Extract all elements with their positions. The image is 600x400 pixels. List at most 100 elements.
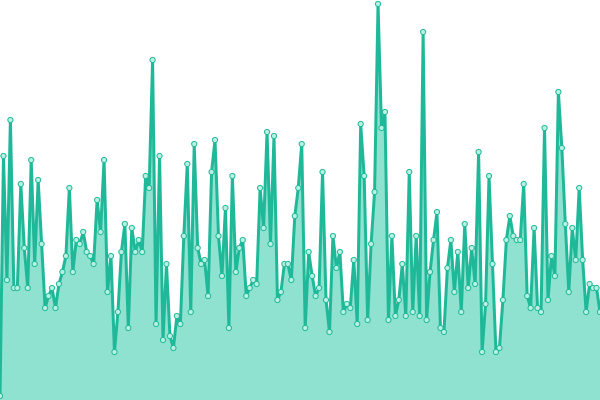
point — [132, 248, 139, 256]
point — [191, 140, 198, 148]
point — [413, 232, 420, 240]
point — [406, 168, 413, 176]
point — [55, 280, 63, 288]
point — [329, 232, 337, 240]
point — [548, 252, 555, 260]
point — [208, 168, 215, 176]
point — [69, 268, 76, 276]
point — [326, 328, 333, 336]
point — [298, 140, 305, 148]
point — [430, 236, 437, 244]
point — [159, 336, 167, 344]
point — [395, 296, 402, 304]
point — [243, 292, 250, 300]
point — [21, 244, 28, 252]
point — [187, 308, 194, 316]
point — [315, 284, 323, 292]
point — [347, 304, 354, 312]
point — [579, 256, 586, 264]
point — [87, 252, 94, 260]
point — [544, 296, 552, 304]
point — [90, 260, 97, 268]
point — [128, 224, 135, 232]
point — [184, 160, 191, 168]
point — [14, 284, 21, 292]
point — [198, 260, 205, 268]
point — [322, 296, 330, 304]
point — [385, 316, 392, 324]
point — [541, 124, 548, 132]
point — [295, 184, 302, 192]
point — [593, 284, 600, 292]
point — [225, 324, 233, 332]
point — [426, 268, 434, 276]
point — [83, 248, 90, 256]
point — [274, 296, 281, 304]
point — [111, 348, 118, 356]
point — [388, 232, 396, 240]
point — [319, 168, 326, 176]
point — [62, 252, 69, 260]
point — [527, 304, 534, 312]
point — [170, 344, 177, 352]
point — [492, 348, 500, 356]
point — [142, 172, 149, 180]
point — [423, 316, 430, 324]
point — [336, 248, 343, 256]
point — [211, 136, 219, 144]
point — [537, 308, 545, 316]
point — [73, 236, 80, 244]
point — [146, 184, 153, 192]
point — [572, 256, 579, 264]
point — [381, 108, 389, 116]
point — [201, 256, 208, 264]
point — [118, 248, 125, 256]
point — [194, 244, 201, 252]
point — [80, 228, 87, 236]
point — [288, 276, 295, 284]
point — [465, 284, 472, 292]
point — [100, 156, 108, 164]
point — [433, 208, 441, 216]
point — [361, 172, 368, 180]
point — [31, 260, 38, 268]
point — [97, 228, 104, 236]
point — [340, 308, 347, 316]
point — [309, 272, 316, 280]
point — [576, 184, 583, 192]
point — [305, 248, 312, 256]
point — [35, 176, 42, 184]
point — [38, 240, 45, 248]
point — [503, 236, 510, 244]
point — [583, 308, 590, 316]
point — [506, 212, 513, 220]
point — [569, 224, 576, 232]
point — [104, 288, 111, 296]
point — [0, 392, 4, 400]
point — [524, 292, 531, 300]
point — [236, 244, 243, 252]
point — [333, 264, 340, 272]
point — [531, 224, 538, 232]
point — [489, 260, 496, 268]
point — [451, 288, 458, 296]
point — [420, 28, 427, 36]
point — [461, 220, 468, 228]
point — [472, 280, 479, 288]
point — [45, 292, 52, 300]
point — [267, 240, 274, 248]
point — [24, 284, 31, 292]
point — [48, 284, 56, 292]
point — [17, 180, 24, 188]
point — [166, 332, 174, 340]
point — [149, 56, 156, 64]
point — [156, 152, 163, 160]
point — [222, 204, 229, 212]
point — [558, 144, 565, 152]
point — [260, 224, 267, 232]
point — [454, 248, 461, 256]
point — [555, 88, 562, 96]
point — [399, 260, 406, 268]
